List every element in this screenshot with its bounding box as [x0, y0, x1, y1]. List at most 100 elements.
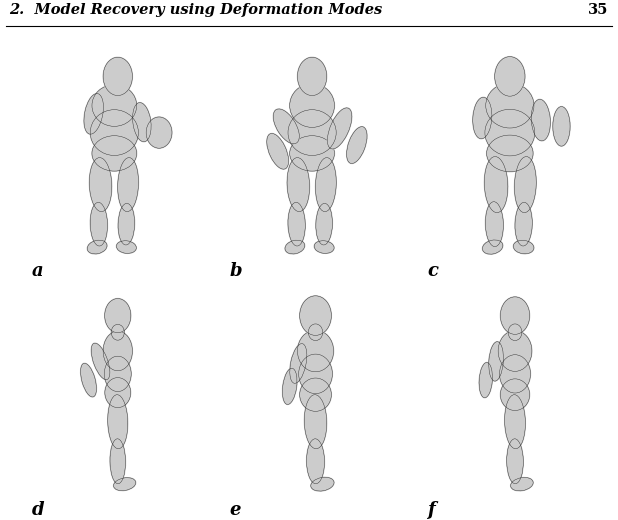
- Ellipse shape: [493, 218, 495, 225]
- Ellipse shape: [489, 344, 502, 378]
- Ellipse shape: [302, 63, 321, 88]
- Ellipse shape: [111, 306, 124, 323]
- Ellipse shape: [276, 112, 297, 139]
- Ellipse shape: [492, 349, 500, 372]
- Ellipse shape: [515, 480, 528, 487]
- Ellipse shape: [512, 329, 517, 335]
- Ellipse shape: [122, 244, 130, 250]
- Ellipse shape: [114, 388, 120, 395]
- Ellipse shape: [297, 330, 334, 372]
- Ellipse shape: [519, 482, 523, 485]
- Ellipse shape: [536, 110, 544, 128]
- Ellipse shape: [104, 298, 131, 333]
- Ellipse shape: [119, 242, 133, 251]
- Ellipse shape: [121, 243, 131, 250]
- Ellipse shape: [305, 125, 316, 136]
- Ellipse shape: [97, 219, 99, 225]
- Ellipse shape: [488, 136, 531, 170]
- Ellipse shape: [310, 446, 321, 475]
- Ellipse shape: [487, 243, 497, 251]
- Ellipse shape: [154, 126, 163, 136]
- Ellipse shape: [352, 135, 362, 153]
- Ellipse shape: [123, 215, 129, 230]
- Ellipse shape: [311, 368, 319, 376]
- Ellipse shape: [510, 389, 519, 398]
- Ellipse shape: [504, 68, 515, 82]
- Ellipse shape: [514, 241, 533, 253]
- Ellipse shape: [517, 208, 530, 239]
- Ellipse shape: [509, 443, 522, 478]
- Ellipse shape: [298, 58, 326, 95]
- Ellipse shape: [488, 166, 503, 201]
- Ellipse shape: [488, 207, 501, 240]
- Ellipse shape: [505, 396, 525, 448]
- Ellipse shape: [489, 167, 502, 199]
- Ellipse shape: [510, 477, 533, 491]
- Ellipse shape: [111, 441, 124, 480]
- Ellipse shape: [317, 481, 327, 487]
- Ellipse shape: [477, 106, 487, 128]
- Ellipse shape: [511, 328, 519, 336]
- Ellipse shape: [85, 96, 102, 131]
- Ellipse shape: [520, 245, 525, 248]
- Ellipse shape: [507, 385, 522, 402]
- Ellipse shape: [513, 479, 531, 489]
- Ellipse shape: [489, 342, 503, 380]
- Ellipse shape: [476, 105, 488, 130]
- Ellipse shape: [297, 358, 299, 365]
- Ellipse shape: [112, 325, 124, 340]
- Ellipse shape: [292, 349, 304, 376]
- Ellipse shape: [134, 106, 150, 138]
- Ellipse shape: [334, 118, 345, 136]
- Ellipse shape: [507, 401, 523, 441]
- Ellipse shape: [497, 120, 521, 142]
- Ellipse shape: [122, 168, 133, 198]
- Ellipse shape: [115, 478, 134, 490]
- Ellipse shape: [116, 479, 133, 489]
- Ellipse shape: [509, 307, 520, 322]
- Ellipse shape: [110, 400, 125, 443]
- Ellipse shape: [491, 216, 496, 228]
- Ellipse shape: [511, 368, 517, 376]
- Ellipse shape: [113, 70, 121, 80]
- Ellipse shape: [284, 372, 295, 400]
- Ellipse shape: [500, 122, 518, 139]
- Ellipse shape: [350, 133, 363, 155]
- Ellipse shape: [507, 439, 523, 483]
- Ellipse shape: [290, 206, 303, 241]
- Ellipse shape: [499, 332, 530, 369]
- Ellipse shape: [104, 123, 122, 139]
- Ellipse shape: [311, 478, 333, 490]
- Ellipse shape: [290, 209, 302, 238]
- Ellipse shape: [307, 127, 315, 134]
- Ellipse shape: [328, 109, 351, 148]
- Ellipse shape: [108, 99, 119, 109]
- Ellipse shape: [108, 337, 127, 363]
- Ellipse shape: [503, 98, 514, 109]
- Ellipse shape: [90, 158, 112, 212]
- Ellipse shape: [302, 357, 329, 390]
- Ellipse shape: [297, 90, 326, 119]
- Ellipse shape: [96, 218, 100, 226]
- Ellipse shape: [518, 243, 529, 250]
- Ellipse shape: [313, 453, 318, 465]
- Ellipse shape: [115, 452, 120, 466]
- Ellipse shape: [510, 388, 519, 398]
- Ellipse shape: [316, 159, 336, 211]
- Ellipse shape: [94, 86, 135, 124]
- Ellipse shape: [105, 299, 130, 332]
- Ellipse shape: [274, 145, 281, 154]
- Ellipse shape: [511, 309, 518, 318]
- Ellipse shape: [121, 482, 128, 486]
- Ellipse shape: [97, 175, 103, 190]
- Ellipse shape: [521, 172, 529, 193]
- Ellipse shape: [317, 480, 327, 487]
- Ellipse shape: [106, 123, 121, 138]
- Ellipse shape: [316, 205, 332, 243]
- Ellipse shape: [510, 367, 519, 378]
- Ellipse shape: [117, 480, 131, 488]
- Ellipse shape: [310, 325, 321, 339]
- Ellipse shape: [315, 241, 334, 253]
- Ellipse shape: [121, 166, 135, 201]
- Ellipse shape: [502, 381, 528, 408]
